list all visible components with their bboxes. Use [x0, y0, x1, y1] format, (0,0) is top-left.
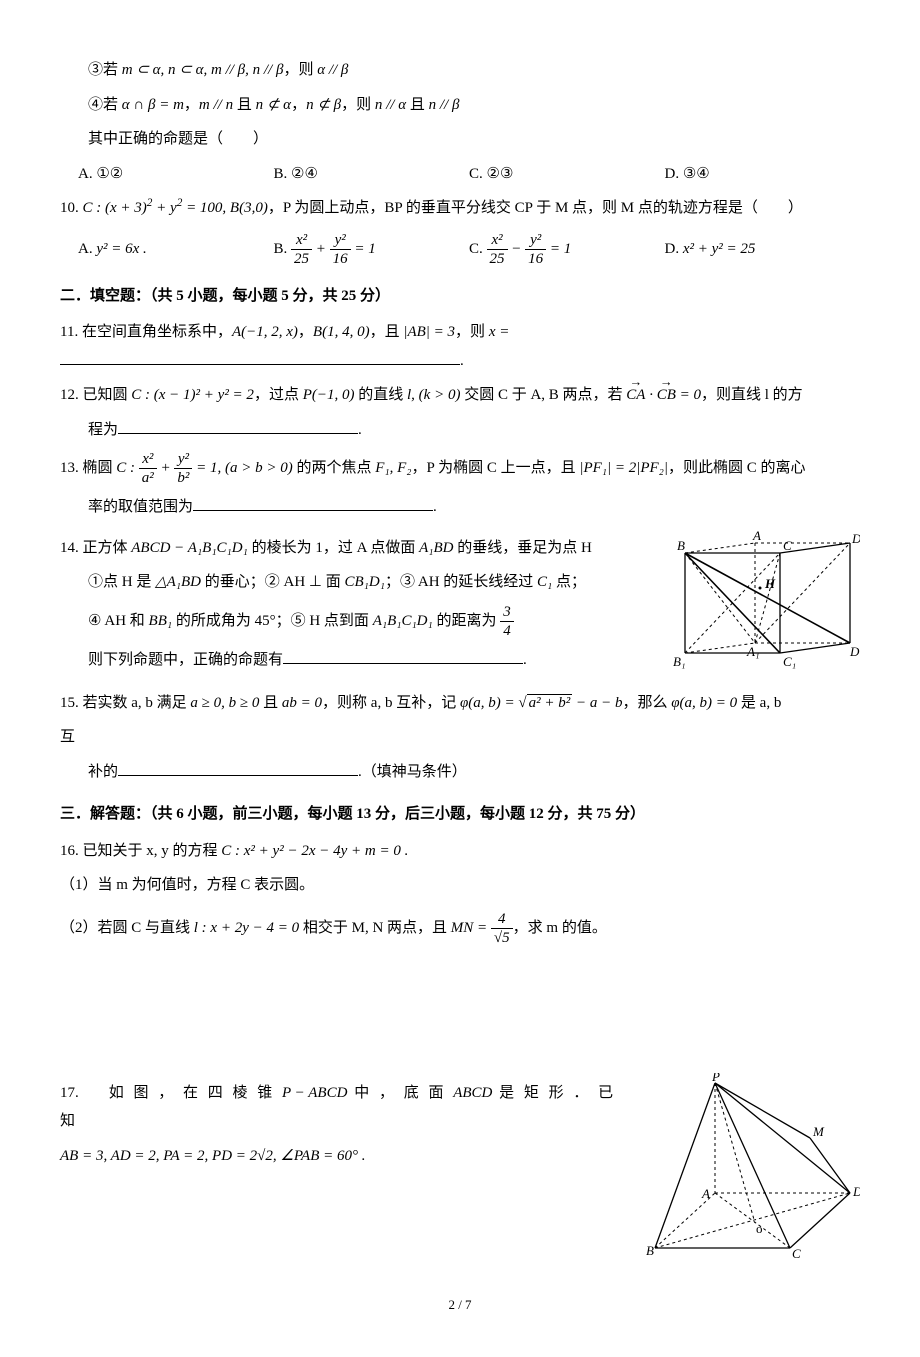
cube-lbl-A1: A₁ [746, 644, 759, 659]
section2-header: 二．填空题：（共 5 小题，每小题 5 分，共 25 分） [60, 282, 860, 311]
q10-optD: D. x² + y² = 25 [665, 235, 861, 264]
q9-options: A. ①② B. ②④ C. ②③ D. ③④ [60, 160, 860, 189]
q15-blank[interactable] [118, 760, 358, 776]
q9-stmt3: ③若 m ⊂ α, n ⊂ α, m // β, n // β，则 α // β [60, 56, 860, 85]
q16-p2: （2）若圆 C 与直线 l : x + 2y − 4 = 0 相交于 M, N … [60, 910, 860, 947]
q16-p1: （1）当 m 为何值时，方程 C 表示圆。 [60, 871, 860, 900]
cube-lbl-B1: B₁ [673, 654, 685, 669]
q16-stem: 16. 已知关于 x, y 的方程 C : x² + y² − 2x − 4y … [60, 837, 860, 866]
q9-optC: C. ②③ [469, 160, 665, 189]
q15-l1: 15. 若实数 a, b 满足 a ≥ 0, b ≥ 0 且 ab = 0，则称… [60, 689, 860, 718]
pyr-lbl-C: C [792, 1246, 801, 1261]
cube-lbl-D: D [851, 531, 860, 546]
q17-l2: AB = 3, AD = 2, PA = 2, PD = 2√2, ∠PAB =… [60, 1142, 630, 1171]
q13-l2: 率的取值范围为. [60, 493, 860, 522]
q10-optC: C. x²25 − y²16 = 1 [469, 231, 665, 268]
cube-figure: B A C D B₁ A₁ C₁ D₁ H [670, 528, 860, 683]
cube-lbl-A: A [752, 528, 761, 543]
pyr-lbl-M: M [812, 1124, 825, 1139]
q11-blank[interactable] [60, 349, 460, 365]
q9-prompt: 其中正确的命题是（ ） [60, 125, 860, 154]
q14-l1: 14. 正方体 ABCD − A₁B₁C₁D₁ 的棱长为 1，过 A 点做面 A… [60, 534, 660, 563]
q10-options: A. y² = 6x . B. x²25 + y²16 = 1 C. x²25 … [60, 231, 860, 268]
page-number: 2 / 7 [60, 1293, 860, 1318]
q9-optB: B. ②④ [274, 160, 470, 189]
q15-l2b: 补的.（填神马条件） [60, 758, 860, 787]
pyr-lbl-P: P [711, 1073, 720, 1084]
q12-l1: 12. 已知圆 C : (x − 1)² + y² = 2，过点 P(−1, 0… [60, 381, 860, 410]
cube-lbl-D1: D₁ [849, 644, 860, 659]
q11: 11. 在空间直角坐标系中，A(−1, 2, x)，B(1, 4, 0)，且 |… [60, 318, 860, 375]
q14-l3: ④ AH 和 BB₁ 的所成角为 45°；⑤ H 点到面 A₁B₁C₁D₁ 的距… [60, 603, 660, 640]
section3-header: 三．解答题：（共 6 小题，前三小题，每小题 13 分，后三小题，每小题 12 … [60, 800, 860, 829]
pyramid-figure: P A B C D M o [640, 1073, 860, 1263]
q12-blank[interactable] [118, 418, 358, 434]
q10-optB: B. x²25 + y²16 = 1 [274, 231, 470, 268]
q9-optA: A. ①② [78, 160, 274, 189]
q14-l4: 则下列命题中，正确的命题有. [60, 646, 660, 675]
pyr-lbl-A: A [701, 1186, 710, 1201]
cube-lbl-B: B [677, 538, 685, 553]
cube-lbl-H: H [764, 576, 776, 591]
q13-l1: 13. 椭圆 C : x²a² + y²b² = 1, (a > b > 0) … [60, 450, 860, 487]
q10-optA: A. y² = 6x . [78, 235, 274, 264]
q13-blank[interactable] [193, 495, 433, 511]
q14-blank[interactable] [283, 648, 523, 664]
q15-l2a: 互 [60, 723, 860, 752]
pyr-lbl-D: D [852, 1184, 860, 1199]
cube-lbl-C1: C₁ [783, 654, 796, 669]
q9-stmt4: ④若 α ∩ β = m，m // n 且 n ⊄ α，n ⊄ β，则 n //… [60, 91, 860, 120]
q9-optD: D. ③④ [665, 160, 861, 189]
cube-lbl-C: C [783, 538, 792, 553]
pyr-lbl-O: o [756, 1221, 763, 1236]
q10-stem: 10. C : (x + 3)2 + y2 = 100, B(3,0)，P 为圆… [60, 194, 860, 223]
q14-l2: ①点 H 是 △A₁BD 的垂心；② AH ⊥ 面 CB₁D₁；③ AH 的延长… [60, 568, 660, 597]
q17-l1: 17. 如 图 ， 在 四 棱 锥 P − ABCD 中 ， 底 面 ABCD … [60, 1079, 630, 1136]
q12-l2: 程为. [60, 416, 860, 445]
pyr-lbl-B: B [646, 1243, 654, 1258]
